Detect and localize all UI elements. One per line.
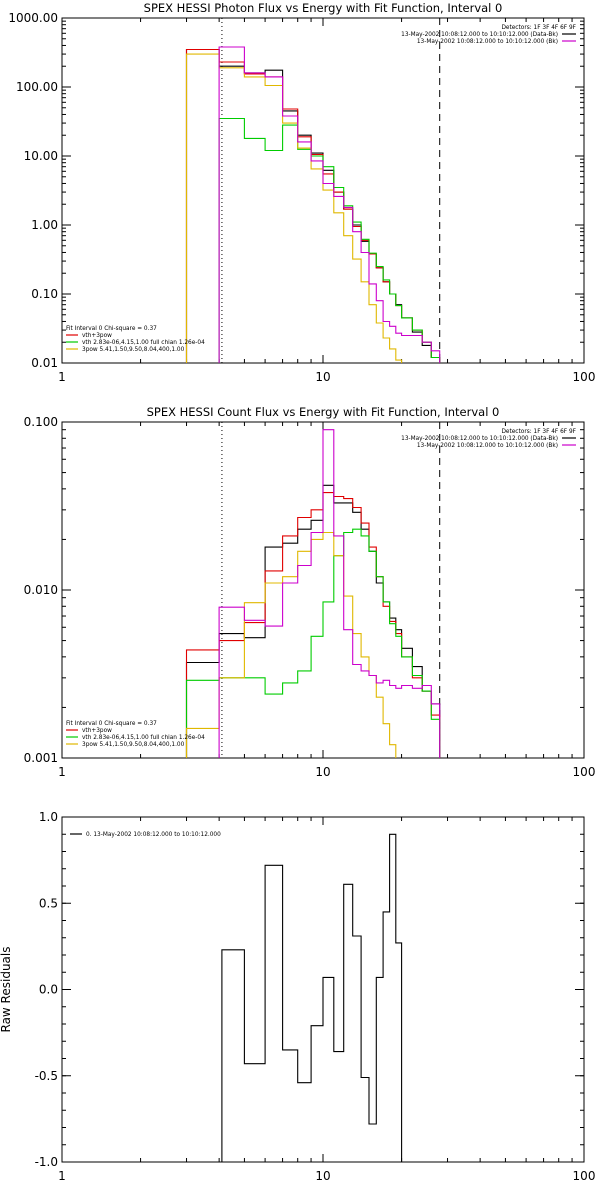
x-tick-label: 100 xyxy=(573,765,596,779)
legend-text: 13-May-2002 10:08:12.000 to 10:10:12.000… xyxy=(401,32,558,38)
x-tick-label: 1 xyxy=(58,1169,66,1183)
series-group xyxy=(185,46,441,363)
legend-text: Detectors: 1F 3F 4F 6F 9F xyxy=(501,429,576,435)
series-group xyxy=(185,429,441,758)
legend-text: vth 2.83e-06,4.15,1.00 full chian 1.26e-… xyxy=(82,340,205,346)
legend-text: 13-May-2002 10:08:12.000 to 10:10:12.000… xyxy=(417,443,558,449)
y-tick-label: -0.5 xyxy=(35,1069,58,1083)
series-line-bkg xyxy=(218,429,441,758)
x-tick-label: 100 xyxy=(573,1169,596,1183)
legend-text: vth+3pow xyxy=(82,728,112,734)
chart-panel-2: Raw Residuals 1 10 100 -1.0 -0.5 0.0 0.5 1.0 0. 1… xyxy=(0,810,595,1183)
series-line-residuals xyxy=(221,833,413,1162)
legend-text: Fit Interval 0 Chi-square = 0.37 xyxy=(66,326,157,332)
legend-text: vth 2.83e-06,4.15,1.00 full chian 1.26e-… xyxy=(82,735,205,741)
series-line-vth xyxy=(185,528,441,758)
legend-text: 13-May-2002 10:08:12.000 to 10:10:12.000… xyxy=(417,39,558,45)
y-tick-label: 1000.00 xyxy=(8,11,58,25)
series-line-data xyxy=(185,484,441,758)
chart-panel-0: SPEX HESSI Photon Flux vs Energy with Fi… xyxy=(8,1,595,384)
y-tick-label: 0.0 xyxy=(39,983,58,997)
x-tick-label: 10 xyxy=(315,1169,330,1183)
y-axis-label: Raw Residuals xyxy=(0,947,13,1033)
chart-panel-1: SPEX HESSI Count Flux vs Energy with Fit… xyxy=(24,405,596,779)
legend-text: Fit Interval 0 Chi-square = 0.37 xyxy=(66,721,157,727)
series-line-bkg xyxy=(218,46,441,363)
y-tick-label: 0.01 xyxy=(31,356,58,370)
legend-text: Detectors: 1F 3F 4F 6F 9F xyxy=(501,25,576,31)
legend-text: 3pow 5.41,1.50,9.50,8.04,400,1.00 xyxy=(82,347,185,353)
y-tick-label: 10.00 xyxy=(24,149,58,163)
chart-title: SPEX HESSI Count Flux vs Energy with Fit… xyxy=(147,405,500,419)
y-tick-label: 0.5 xyxy=(39,896,58,910)
x-tick-label: 10 xyxy=(315,765,330,779)
legend-text: 3pow 5.41,1.50,9.50,8.04,400,1.00 xyxy=(82,742,185,748)
series-line-vth xyxy=(218,117,441,363)
y-tick-label: 0.10 xyxy=(31,287,58,301)
y-tick-label: 0.001 xyxy=(24,751,58,765)
series-line-bpow xyxy=(185,53,403,363)
y-tick-label: 0.100 xyxy=(24,415,58,429)
y-tick-label: 1.00 xyxy=(31,218,58,232)
y-tick-label: 0.010 xyxy=(24,583,58,597)
legend-text: vth+3pow xyxy=(82,333,112,339)
series-group xyxy=(221,833,413,1162)
series-line-bpow xyxy=(185,531,397,758)
chart-title: SPEX HESSI Photon Flux vs Energy with Fi… xyxy=(144,1,503,15)
x-tick-label: 1 xyxy=(58,370,66,384)
legend-text: 13-May-2002 10:08:12.000 to 10:10:12.000… xyxy=(401,436,558,442)
x-tick-label: 100 xyxy=(573,370,596,384)
y-tick-label: 100.00 xyxy=(16,80,58,94)
y-tick-label: -1.0 xyxy=(35,1155,58,1169)
x-tick-label: 1 xyxy=(58,765,66,779)
legend-text: 0. 13-May-2002 10:08:12.000 to 10:10:12.… xyxy=(86,832,221,838)
x-tick-label: 10 xyxy=(315,370,330,384)
y-tick-label: 1.0 xyxy=(39,810,58,824)
